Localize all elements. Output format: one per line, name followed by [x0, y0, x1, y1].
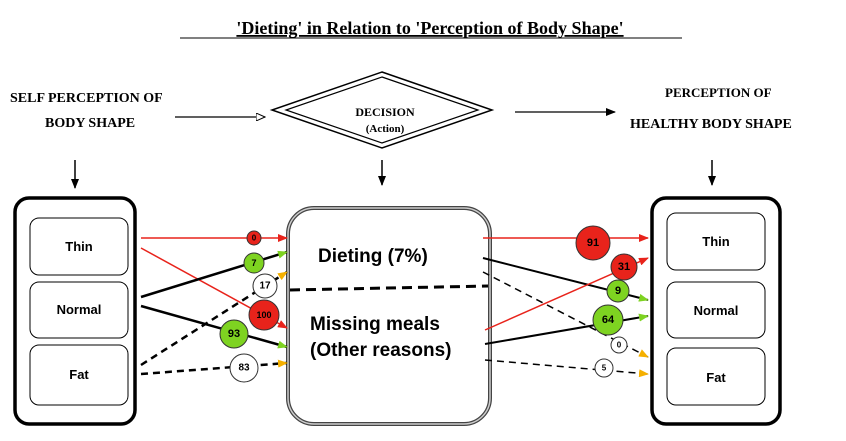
- flow-value: 100: [256, 310, 271, 320]
- left-fat-label: Fat: [69, 367, 89, 382]
- flow-circle: [606, 279, 630, 303]
- flow-circle: [252, 273, 278, 299]
- left-thin-label: Thin: [65, 239, 92, 254]
- flow-circle: [229, 353, 259, 383]
- diagram-title: 'Dieting' in Relation to 'Perception of …: [236, 18, 623, 38]
- flow-value: 9: [615, 285, 621, 297]
- flow-line-fat-missing: [140, 359, 288, 376]
- flow-line-dieting-fat: [482, 271, 649, 358]
- left-flows: 0 7 17 100 93 83: [140, 230, 288, 383]
- decision-diamond: [269, 71, 495, 149]
- flow-value: 91: [587, 237, 599, 249]
- left-normal-label: Normal: [57, 302, 102, 317]
- flow-line-normal-missing: [140, 304, 288, 349]
- flow-value: 7: [251, 258, 256, 268]
- right-option-fat: [666, 347, 766, 406]
- right-header-line1: PERCEPTION OF: [665, 85, 772, 100]
- flow-circle: [219, 319, 249, 349]
- flow-circle: [610, 336, 628, 354]
- flow-circle: [610, 253, 638, 281]
- decision-sublabel: (Action): [366, 123, 405, 135]
- flow-value: 0: [252, 234, 257, 243]
- right-thin-label: Thin: [702, 234, 729, 249]
- other-reasons-label: (Other reasons): [310, 340, 451, 361]
- right-option-thin: [666, 212, 766, 271]
- flow-circle: [594, 358, 614, 378]
- decision-divider: [289, 284, 489, 292]
- right-flows: 91 31 9 64 0 5: [482, 225, 649, 378]
- dieting-label: Dieting (7%): [318, 246, 428, 267]
- flow-circle: [248, 299, 280, 331]
- right-option-normal: [666, 281, 766, 339]
- right-header-line2: HEALTHY BODY SHAPE: [630, 117, 792, 132]
- flow-line-missing-fat: [484, 359, 649, 378]
- decision-label: DECISION: [355, 105, 415, 119]
- left-option-thin: [29, 217, 129, 276]
- flow-value: 93: [228, 328, 240, 340]
- left-option-fat: [29, 344, 129, 406]
- flow-value: 0: [617, 341, 622, 350]
- left-header-line2: BODY SHAPE: [45, 116, 135, 131]
- flow-circle: [592, 304, 624, 336]
- missing-meals-label: Missing meals: [310, 314, 440, 335]
- right-fat-label: Fat: [706, 370, 726, 385]
- left-option-normal: [29, 281, 129, 339]
- flow-circle: [243, 252, 265, 274]
- flow-circle: [246, 230, 262, 246]
- flow-value: 83: [238, 363, 250, 374]
- left-header-line1: SELF PERCEPTION OF: [10, 91, 163, 106]
- flow-value: 17: [259, 281, 271, 292]
- flow-circle: [575, 225, 611, 261]
- flow-value: 5: [602, 364, 607, 373]
- right-normal-label: Normal: [694, 303, 739, 318]
- flow-value: 31: [618, 261, 630, 273]
- flow-value: 64: [602, 314, 615, 326]
